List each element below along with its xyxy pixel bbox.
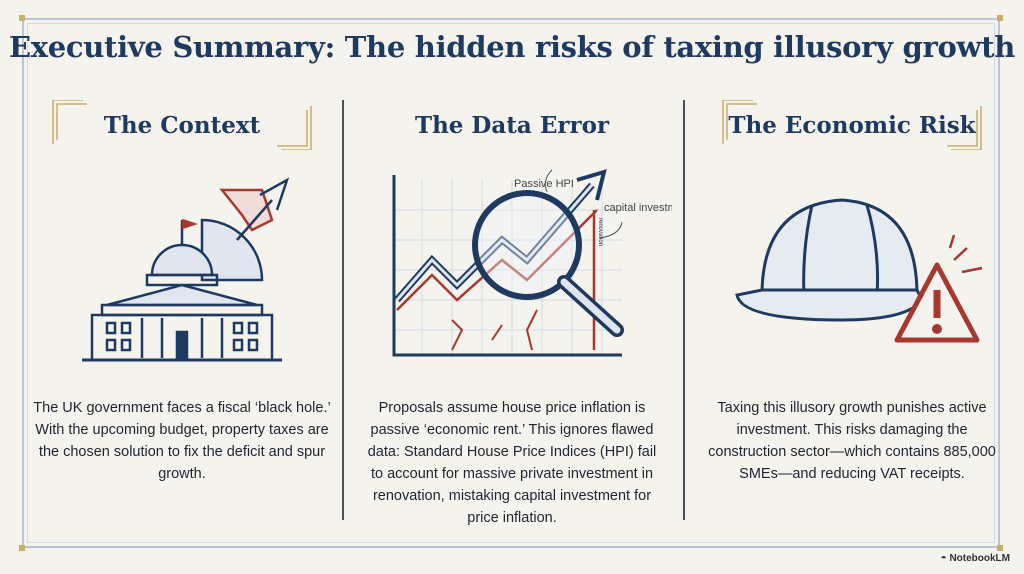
capital-investment-label: capital investment: [604, 202, 672, 214]
page-title: Executive Summary: The hidden risks of t…: [8, 30, 1016, 64]
frame-corner: [997, 15, 1003, 21]
frame-corner: [19, 15, 25, 21]
frame-corner: [19, 545, 25, 551]
heading-bracket: [722, 100, 982, 150]
data-error-body: Proposals assume house price inflation i…: [367, 400, 657, 526]
column-data-error: The Data Error Passive HPI capital inves…: [352, 100, 672, 526]
column-divider: [342, 100, 344, 520]
heading-economic-risk: The Economic Risk: [728, 112, 976, 139]
magnifier-chart-icon: Passive HPI capital investment renovatio…: [392, 169, 672, 357]
brand-icon: ◓: [940, 553, 950, 564]
column-divider: [683, 100, 685, 520]
heading-data-error: The Data Error: [414, 112, 610, 139]
outer-frame: [22, 18, 1000, 548]
brand-label: NotebookLM: [949, 553, 1010, 564]
column-context: The Context The UK government faces a fi…: [22, 100, 342, 520]
economic-risk-body: Taxing this illusory growth punishes act…: [708, 400, 996, 482]
heading-bracket: [52, 100, 312, 150]
notebooklm-logo: ◓ NotebookLM: [941, 553, 1010, 564]
government-building-icon: [82, 177, 290, 362]
heading-context: The Context: [103, 112, 261, 139]
context-body: The UK government faces a fiscal ‘black …: [33, 400, 331, 482]
renovation-label: renovation: [597, 218, 603, 246]
frame-corner: [997, 545, 1003, 551]
inner-frame: [27, 23, 995, 543]
column-economic-risk: The Economic Risk Taxing this illusory g…: [692, 100, 1012, 520]
hard-hat-warning-icon: [735, 198, 983, 343]
passive-hpi-label: Passive HPI: [514, 178, 574, 190]
